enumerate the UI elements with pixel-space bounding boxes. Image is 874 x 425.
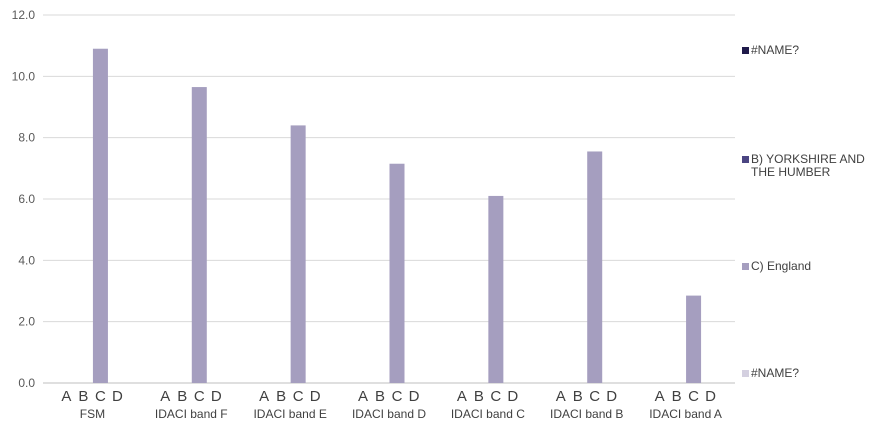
legend-label: B) YORKSHIRE AND THE HUMBER	[751, 152, 865, 179]
legend-item: C) England	[742, 260, 874, 273]
legend-item: B) YORKSHIRE AND THE HUMBER	[742, 153, 874, 179]
y-tick-label: 10.0	[12, 69, 36, 83]
sub-category-label: C	[688, 388, 699, 405]
sub-category-label: A	[259, 388, 269, 405]
y-tick-label: 12.0	[12, 8, 36, 22]
sub-category-label: B	[672, 388, 682, 405]
legend-item: #NAME?	[742, 44, 874, 57]
legend-swatch	[742, 156, 749, 163]
legend-label: #NAME?	[751, 43, 800, 57]
sub-category-label: B	[474, 388, 484, 405]
category-label: IDACI band C	[451, 407, 525, 421]
sub-category-label: D	[112, 388, 123, 405]
bar	[488, 195, 504, 383]
sub-category-label: C	[589, 388, 600, 405]
sub-category-label: C	[95, 388, 106, 405]
sub-category-label: B	[276, 388, 286, 405]
gridlines	[43, 14, 735, 384]
category-label: IDACI band E	[253, 407, 326, 421]
bar	[686, 295, 702, 383]
y-tick-label: 0.0	[18, 376, 35, 390]
sub-category-label: B	[177, 388, 187, 405]
bar	[290, 125, 306, 384]
category-label: FSM	[80, 407, 105, 421]
category-label: IDACI band D	[352, 407, 426, 421]
legend-item: #NAME?	[742, 367, 874, 380]
sub-category-label: D	[507, 388, 518, 405]
legend-label: C) England	[751, 259, 812, 273]
sub-category-label: C	[293, 388, 304, 405]
sub-category-label: A	[61, 388, 71, 405]
y-axis: 0.0 2.0 4.0 6.0 8.0 10.0 12.0	[12, 8, 36, 390]
sub-category-label: A	[556, 388, 566, 405]
sub-category-label: B	[78, 388, 88, 405]
sub-category-label: C	[490, 388, 501, 405]
y-tick-label: 8.0	[18, 131, 35, 145]
sub-category-label: A	[457, 388, 467, 405]
sub-category-label: B	[573, 388, 583, 405]
y-tick-label: 2.0	[18, 315, 35, 329]
bar	[92, 48, 108, 383]
bar	[587, 151, 603, 383]
sub-category-label: D	[606, 388, 617, 405]
sub-category-label: A	[358, 388, 368, 405]
y-tick-label: 6.0	[18, 192, 35, 206]
sub-category-label: C	[194, 388, 205, 405]
category-label: IDACI band F	[155, 407, 228, 421]
legend-swatch	[742, 370, 749, 377]
category-label: IDACI band A	[649, 407, 722, 421]
legend-swatch	[742, 263, 749, 270]
bar	[191, 87, 207, 384]
legend-label: #NAME?	[751, 366, 800, 380]
bars	[92, 48, 702, 384]
sub-category-label: D	[310, 388, 321, 405]
sub-category-label: A	[655, 388, 665, 405]
bar	[389, 163, 405, 383]
sub-category-label: A	[160, 388, 170, 405]
y-tick-label: 4.0	[18, 253, 35, 267]
sub-category-label: D	[211, 388, 222, 405]
sub-category-label: C	[392, 388, 403, 405]
category-label: IDACI band B	[550, 407, 623, 421]
sub-category-label: B	[375, 388, 385, 405]
sub-category-label: D	[705, 388, 716, 405]
legend-swatch	[742, 47, 749, 54]
sub-category-label: D	[409, 388, 420, 405]
